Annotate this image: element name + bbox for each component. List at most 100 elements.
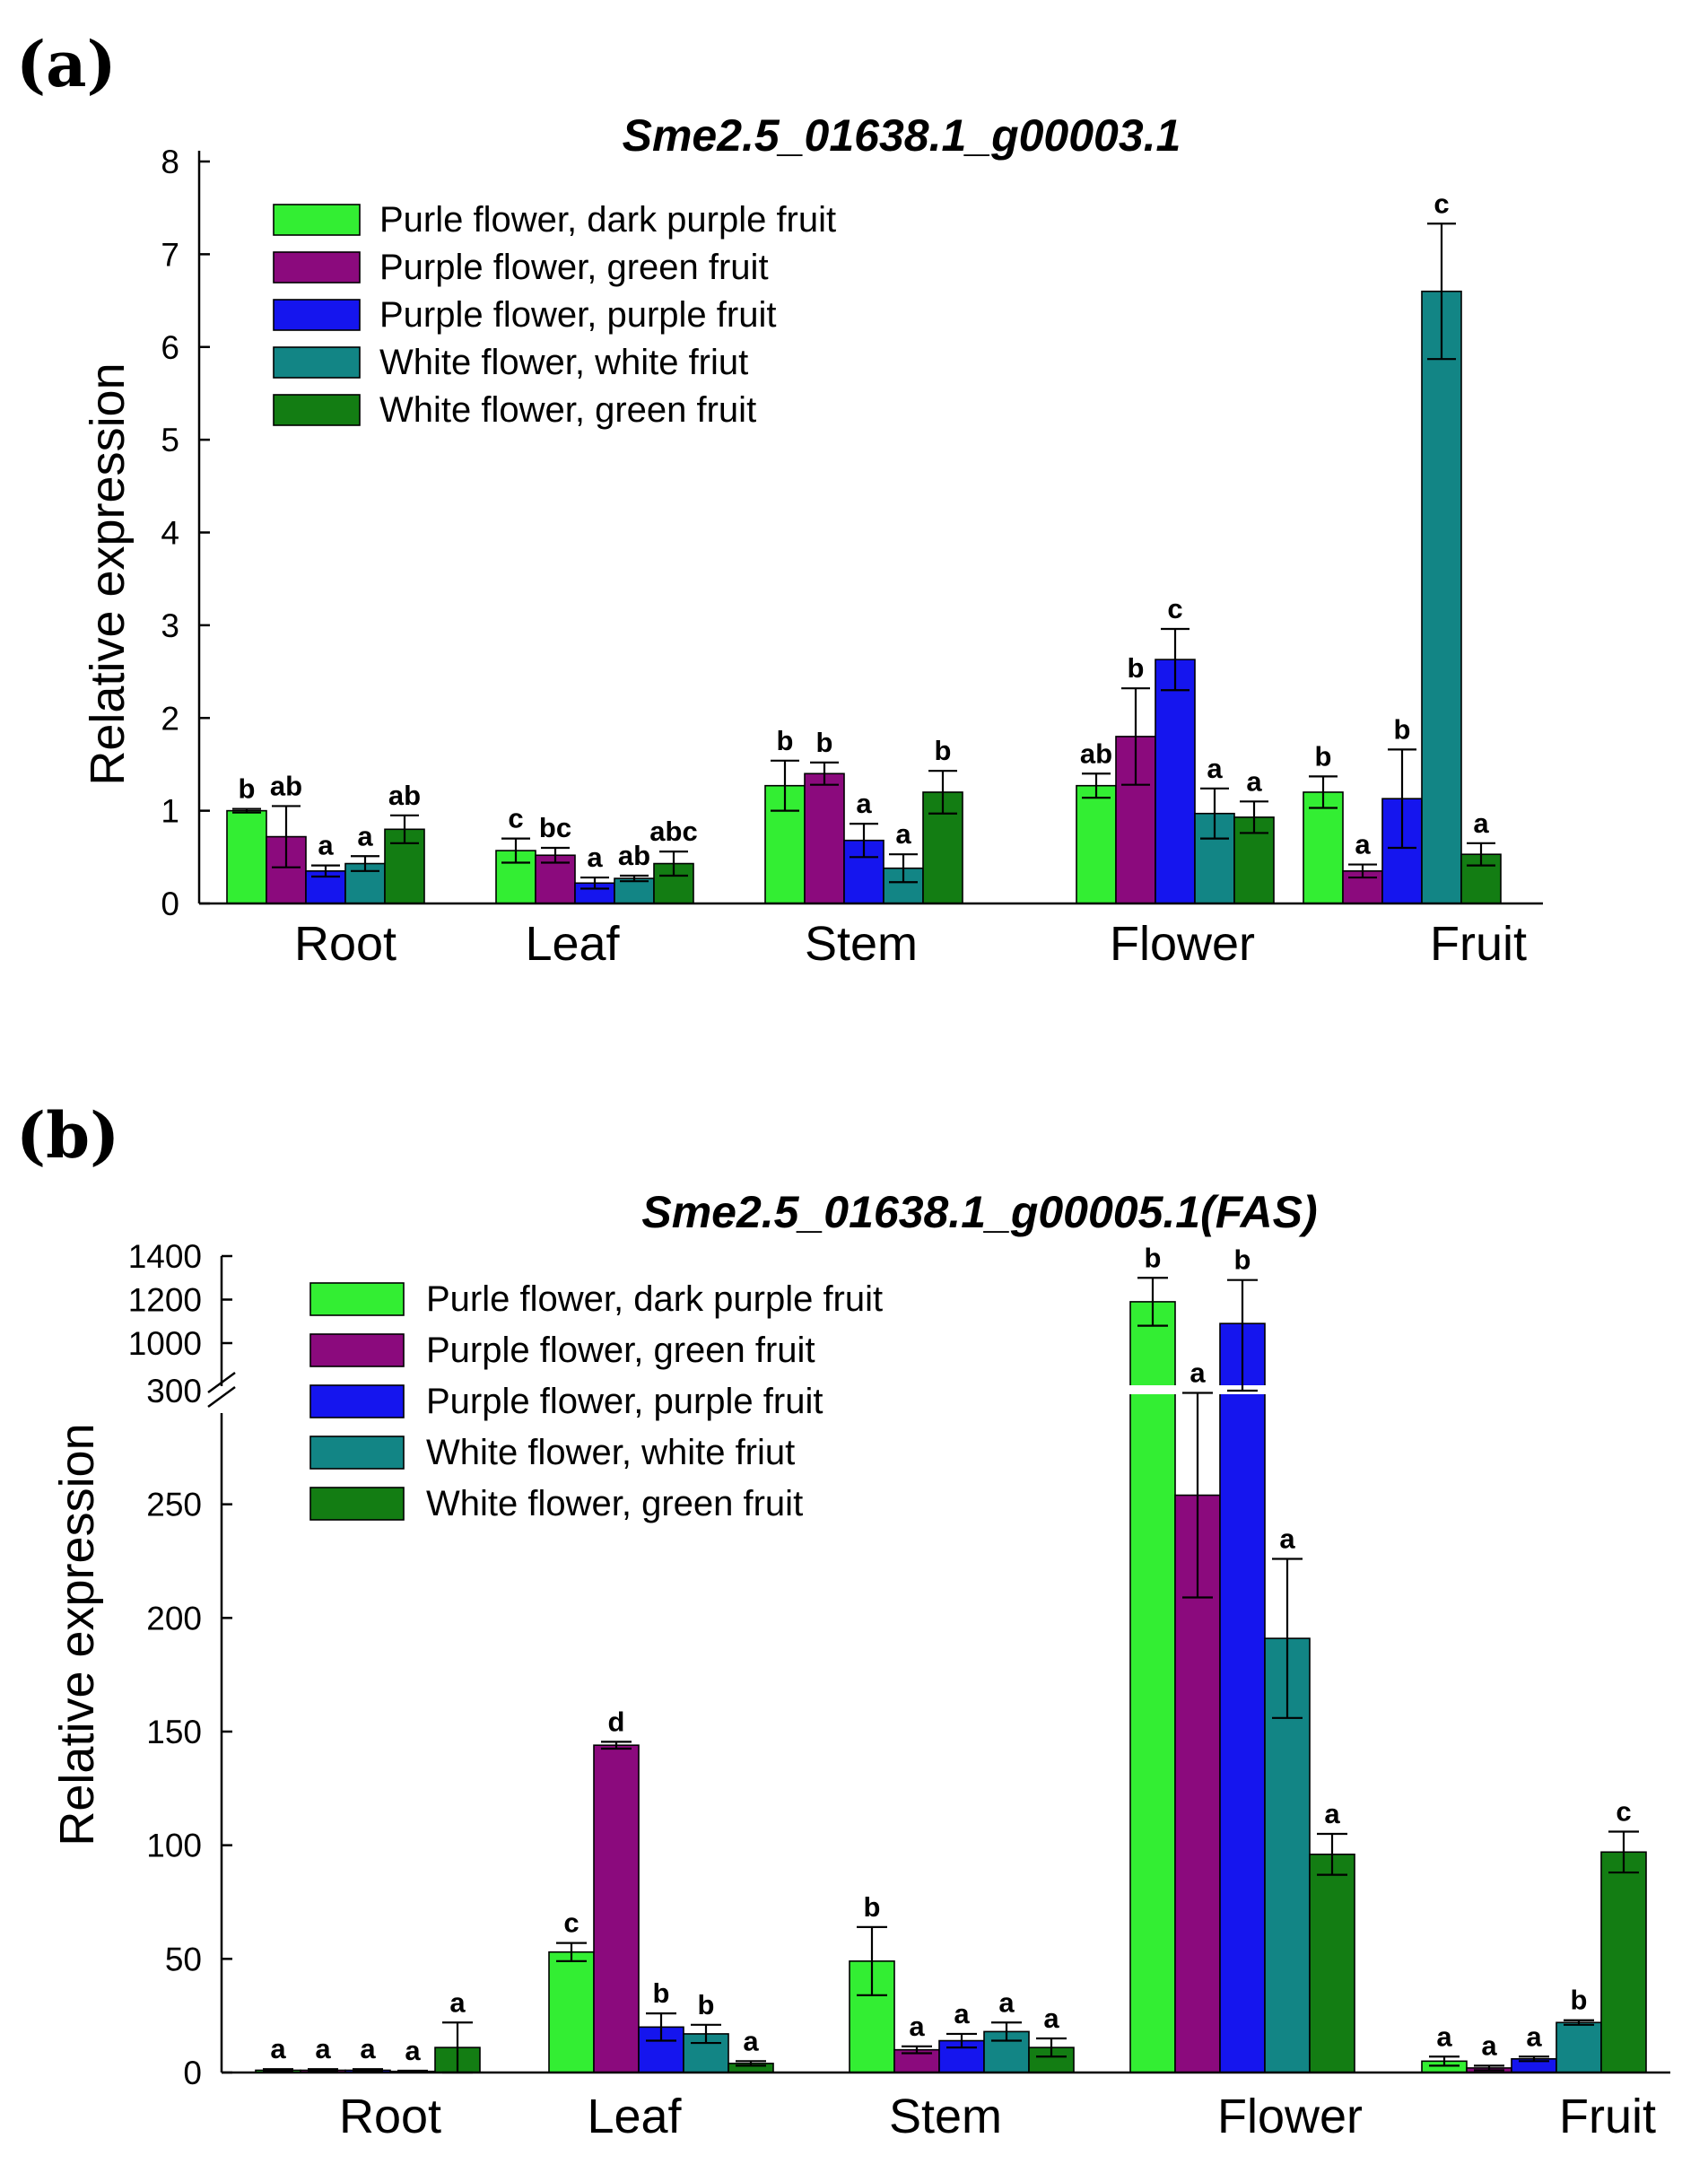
axis-break-mark-bottom: [207, 1385, 236, 1409]
significance-label: ab: [270, 770, 302, 801]
legend-label: White flower, white friut: [426, 1433, 795, 1472]
significance-label: b: [698, 1989, 715, 2020]
y-tick-label: 6: [161, 329, 179, 366]
significance-label: ab: [1080, 737, 1112, 769]
y-tick-label: 100: [146, 1828, 202, 1864]
significance-label: c: [1167, 593, 1182, 624]
significance-label: c: [508, 803, 523, 834]
bar: [683, 2033, 729, 2073]
legend-label: Purple flower, purple fruit: [426, 1382, 823, 1421]
legend-label: Purple flower, purple fruit: [379, 295, 776, 335]
legend-swatch: [273, 204, 361, 236]
panel-a-legend: Purle flower, dark purple fruit Purple fl…: [273, 200, 836, 430]
y-tick-label: 0: [183, 2055, 202, 2091]
significance-label: b: [1128, 652, 1145, 684]
category-label: Leaf: [587, 2090, 682, 2143]
panel-a-category-labels: Root Leaf Stem Flower Fruit: [294, 917, 1527, 971]
significance-label: b: [653, 1977, 670, 2009]
category-label: Leaf: [525, 917, 620, 971]
significance-label: a: [1324, 1798, 1340, 1829]
significance-label: a: [954, 1998, 970, 2029]
bar: [1076, 784, 1117, 904]
y-tick-label: 1200: [128, 1282, 202, 1319]
significance-label: b: [1394, 713, 1411, 745]
significance-label: a: [1043, 2003, 1059, 2034]
significance-label: c: [1434, 188, 1449, 219]
significance-label: d: [608, 1706, 625, 1737]
y-tick-label: 5: [161, 422, 179, 458]
bar: [548, 1950, 595, 2073]
panel-a-title: Sme2.5_01638.1_g00003.1: [623, 110, 1181, 161]
significance-label: a: [856, 788, 872, 819]
significance-label: bc: [539, 812, 571, 843]
panel-b-label: (b): [16, 1098, 119, 1173]
legend-swatch: [309, 1436, 405, 1470]
significance-label: a: [270, 2033, 286, 2064]
significance-label: a: [449, 1986, 466, 2018]
significance-label: b: [1234, 1244, 1251, 1276]
significance-label: a: [405, 2035, 421, 2066]
significance-label: b: [864, 1891, 881, 1923]
significance-label: a: [909, 2011, 925, 2042]
category-label: Flower: [1217, 2090, 1363, 2143]
significance-label: a: [998, 1986, 1015, 2018]
significance-label: a: [360, 2033, 376, 2064]
bar-break-gap: [1128, 1385, 1178, 1394]
panel-a-y-ticks: 0 1 2 3 4 5 6 7 8: [161, 144, 210, 922]
significance-label: a: [357, 820, 373, 851]
significance-label: b: [935, 735, 952, 766]
category-label: Stem: [889, 2090, 1002, 2143]
legend-label: Purle flower, dark purple fruit: [426, 1279, 883, 1319]
axis-break-mark-top: [207, 1371, 236, 1394]
bar: [1556, 2021, 1602, 2073]
y-tick-label: 1400: [128, 1238, 202, 1275]
legend-label: White flower, white friut: [379, 343, 748, 382]
legend-swatch: [309, 1282, 405, 1316]
significance-label: a: [587, 842, 603, 873]
panel-a-label: (a): [16, 27, 117, 101]
legend-swatch: [309, 1487, 405, 1521]
significance-label: b: [777, 725, 794, 756]
legend-label: Purle flower, dark purple fruit: [379, 200, 836, 240]
panel-b: (b) Sme2.5_01638.1_g00005.1(FAS) Relativ…: [16, 1098, 1670, 2143]
significance-label: a: [1207, 753, 1223, 784]
y-tick-label: 300: [146, 1373, 202, 1409]
legend-label: Purple flower, green fruit: [379, 248, 769, 287]
significance-label: a: [895, 818, 911, 850]
y-tick-label: 200: [146, 1600, 202, 1636]
legend-swatch: [309, 1333, 405, 1367]
legend-label: Purple flower, green fruit: [426, 1331, 815, 1370]
bar: [1600, 1851, 1647, 2073]
y-tick-label: 0: [161, 886, 179, 922]
significance-label: a: [1473, 807, 1489, 839]
category-label: Fruit: [1430, 917, 1527, 971]
significance-label: a: [1355, 829, 1371, 860]
category-label: Root: [339, 2090, 441, 2143]
significance-label: abc: [649, 816, 697, 847]
significance-label: a: [1436, 2020, 1452, 2052]
bar: [226, 809, 267, 904]
significance-label: c: [1616, 1795, 1631, 1827]
y-tick-label: 4: [161, 515, 179, 552]
panel-b-legend: Purle flower, dark purple fruit Purple fl…: [309, 1279, 883, 1523]
panel-a: (a) Sme2.5_01638.1_g00003.1 Relative exp…: [16, 27, 1543, 971]
category-label: Stem: [805, 917, 918, 971]
legend-swatch: [273, 346, 361, 379]
significance-label: a: [1279, 1523, 1295, 1554]
y-tick-label: 250: [146, 1487, 202, 1523]
legend-label: White flower, green fruit: [379, 390, 756, 430]
legend-swatch: [273, 299, 361, 331]
significance-label: b: [239, 773, 256, 805]
bar: [1155, 659, 1196, 904]
y-tick-label: 7: [161, 236, 179, 273]
y-tick-label: 1000: [128, 1325, 202, 1362]
y-tick-label: 150: [146, 1714, 202, 1750]
significance-label: a: [743, 2025, 759, 2056]
significance-label: c: [563, 1907, 579, 1939]
significance-label: b: [1571, 1985, 1588, 2016]
significance-label: b: [1145, 1242, 1162, 1273]
y-tick-label: 8: [161, 144, 179, 180]
